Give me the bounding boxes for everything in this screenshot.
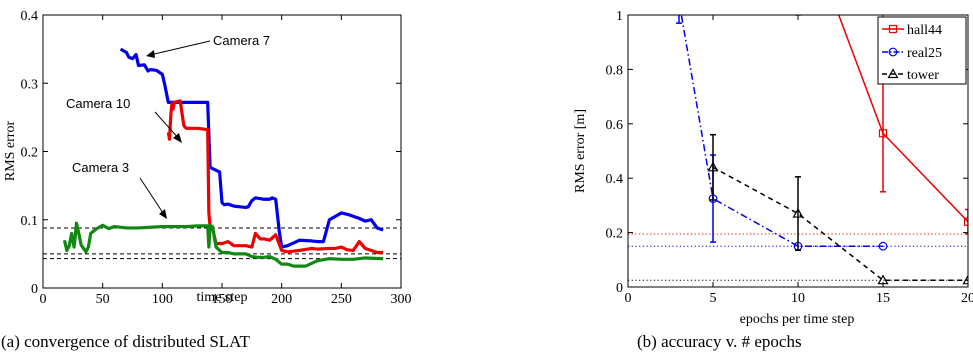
y-axis-label: RMS error [m] xyxy=(573,109,588,193)
y-tick-label: 0.4 xyxy=(606,172,624,187)
annotation-camera-7: Camera 7 xyxy=(213,33,270,48)
x-tick-label: 300 xyxy=(391,292,412,307)
x-tick-label: 150 xyxy=(212,292,233,307)
series-lines xyxy=(62,47,384,268)
axis-ticks: 0 5 10 15 20 0 0.2 0.4 0.6 0.8 1 xyxy=(606,9,973,306)
data-point-tower xyxy=(707,161,719,172)
x-tick-label: 5 xyxy=(710,291,717,306)
y-tick-label: 0.8 xyxy=(606,63,624,78)
y-tick-label: 0.2 xyxy=(21,146,39,161)
legend-entry-real25: real25 xyxy=(882,46,942,61)
annotation-camera-3: Camera 3 xyxy=(72,160,129,175)
x-tick-label: 200 xyxy=(271,292,292,307)
y-tick-label: 0 xyxy=(31,282,38,297)
y-tick-label: 0 xyxy=(616,281,623,296)
axis-ticks: 0 50 100 150 200 250 300 0 0.1 0.2 0.3 0.4 xyxy=(21,9,412,307)
legend-label: real25 xyxy=(907,46,942,61)
legend-marker xyxy=(887,68,899,79)
annotation-camera-10: Camera 10 xyxy=(66,96,130,111)
data-point-real25 xyxy=(878,241,888,251)
legend-entry-hall44: hall44 xyxy=(882,23,942,38)
data-point-hall44 xyxy=(878,129,888,138)
series-line-tower xyxy=(712,166,968,281)
annotation-arrow-camera-10 xyxy=(154,111,181,141)
y-tick-label: 1 xyxy=(616,9,623,24)
legend-label: hall44 xyxy=(907,23,942,38)
series-line-real25 xyxy=(680,15,883,247)
x-tick-label: 0 xyxy=(40,292,47,307)
x-axis-label: epochs per time step xyxy=(740,312,855,327)
y-tick-label: 0.1 xyxy=(21,214,39,229)
legend-box xyxy=(877,16,967,85)
annotation-arrow-camera-7 xyxy=(149,40,211,56)
x-tick-label: 15 xyxy=(876,291,890,306)
series-lines xyxy=(675,0,968,285)
arrowhead-camera-3 xyxy=(159,209,167,219)
data-point-hall44 xyxy=(963,217,968,226)
y-tick-label: 0.4 xyxy=(21,9,39,24)
series-line-camera-3 xyxy=(62,221,384,268)
reference-lines xyxy=(628,233,968,281)
series-line-camera-7 xyxy=(119,47,384,249)
y-tick-label: 0.6 xyxy=(606,118,624,133)
arrowhead-camera-7 xyxy=(146,50,155,58)
legend-marker xyxy=(888,24,898,34)
series-line-camera-10 xyxy=(166,99,384,255)
x-axis-label: time step xyxy=(197,290,248,305)
arrowhead-camera-10 xyxy=(173,133,182,143)
y-axis-label: RMS error xyxy=(3,121,18,182)
legend: hall44 real25 tower xyxy=(877,16,967,85)
legend-entry-tower: tower xyxy=(882,68,939,83)
legend-label: tower xyxy=(907,68,939,83)
legend-marker xyxy=(888,47,898,57)
caption-a: (a) convergence of distributed SLAT xyxy=(1,332,251,351)
convergence-chart: 0 50 100 150 200 250 300 0 0.1 0.2 0.3 0.4 time ste… xyxy=(3,9,412,307)
x-tick-label: 250 xyxy=(331,292,352,307)
annotation-arrow-camera-3 xyxy=(139,177,166,217)
y-tick-label: 0.2 xyxy=(606,227,624,242)
x-tick-label: 20 xyxy=(961,291,973,306)
caption-b: (b) accuracy v. # epochs xyxy=(637,332,802,351)
data-point-tower xyxy=(962,274,968,285)
epochs-chart: 0 5 10 15 20 0 0.2 0.4 0.6 0.8 1 epochs per time s… xyxy=(573,0,973,327)
y-tick-label: 0.3 xyxy=(21,77,39,92)
data-point-real25 xyxy=(675,0,683,5)
x-tick-label: 100 xyxy=(152,292,173,307)
x-tick-label: 50 xyxy=(96,292,110,307)
plot-frame xyxy=(42,14,402,289)
data-point-tower xyxy=(792,207,804,218)
x-tick-label: 10 xyxy=(791,291,805,306)
x-tick-label: 0 xyxy=(625,291,632,306)
